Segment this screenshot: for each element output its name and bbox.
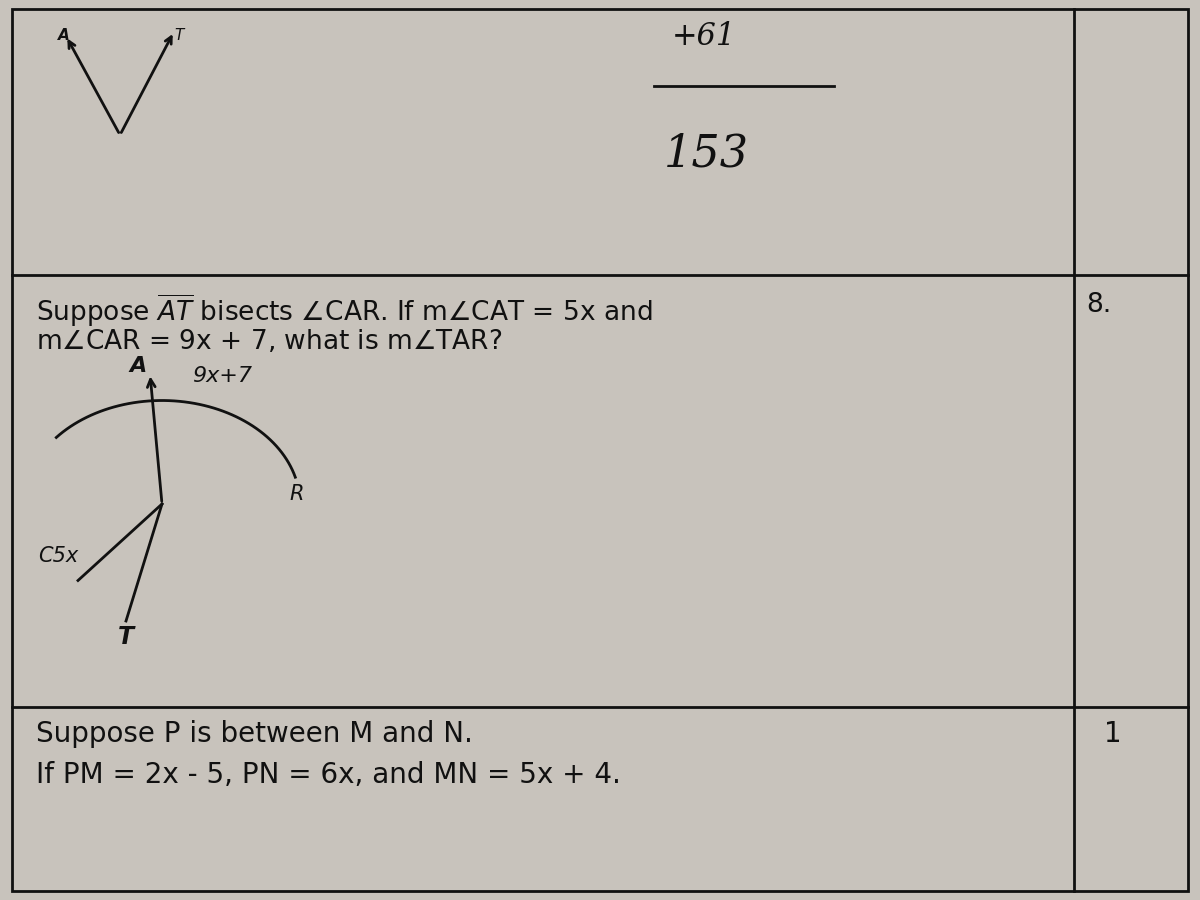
Text: A: A	[130, 356, 146, 375]
Text: 9x+7: 9x+7	[192, 366, 252, 386]
Text: Suppose $\overline{AT}$ bisects $\angle$CAR. If m$\angle$CAT = 5x and: Suppose $\overline{AT}$ bisects $\angle$…	[36, 292, 653, 329]
Text: C5x: C5x	[38, 546, 79, 566]
Text: Suppose P is between M and N.: Suppose P is between M and N.	[36, 720, 473, 748]
Text: 153: 153	[664, 132, 749, 176]
Text: 1: 1	[1104, 720, 1122, 748]
Text: T: T	[118, 625, 133, 649]
Text: 8.: 8.	[1086, 292, 1111, 319]
Text: T: T	[174, 29, 184, 43]
Text: A: A	[58, 29, 70, 43]
Text: If PM = 2x - 5, PN = 6x, and MN = 5x + 4.: If PM = 2x - 5, PN = 6x, and MN = 5x + 4…	[36, 760, 620, 788]
Text: m$\angle$CAR = 9x + 7, what is m$\angle$TAR?: m$\angle$CAR = 9x + 7, what is m$\angle$…	[36, 328, 503, 356]
Text: R: R	[289, 483, 304, 504]
Text: +61: +61	[672, 21, 737, 52]
